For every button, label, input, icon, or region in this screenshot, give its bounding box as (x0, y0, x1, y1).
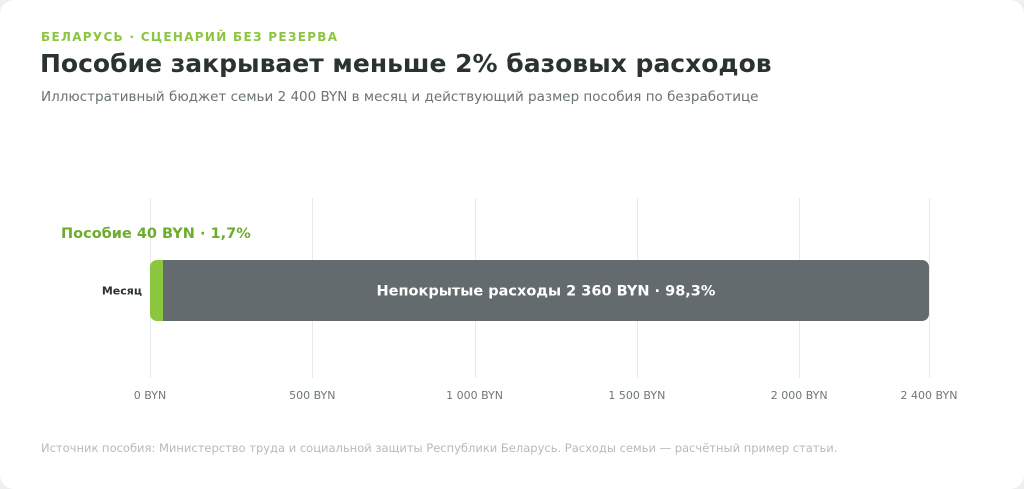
chart-title: Пособие закрывает меньше 2% базовых расх… (40, 49, 772, 78)
uncovered-bar (162, 260, 929, 321)
benefit-data-label: Пособие 40 BYN · 1,7% (61, 226, 251, 242)
bars (150, 260, 929, 321)
x-tick-label: 500 BYN (289, 389, 335, 402)
x-tick-label: 1 500 BYN (608, 389, 665, 402)
annotations: Пособие 40 BYN · 1,7% Непокрытые расходы … (61, 226, 716, 300)
chart-subtitle: Иллюстративный бюджет семьи 2 400 BYN в … (41, 89, 759, 105)
source-note: Источник пособия: Министерство труда и с… (41, 441, 838, 455)
x-tick-label: 0 BYN (134, 389, 166, 402)
uncovered-data-label: Непокрытые расходы 2 360 BYN · 98,3% (377, 284, 716, 300)
x-tick-label: 1 000 BYN (446, 389, 503, 402)
category-labels: Месяц (102, 285, 142, 298)
x-tick-label: 2 000 BYN (771, 389, 828, 402)
category-label: Месяц (102, 285, 142, 298)
x-tick-label: 2 400 BYN (901, 389, 958, 402)
benefit-bar (150, 260, 163, 321)
x-axis-ticks: 0 BYN 500 BYN 1 000 BYN 1 500 BYN 2 000 BYN 2… (134, 389, 958, 402)
eyebrow-label: БЕЛАРУСЬ · СЦЕНАРИЙ БЕЗ РЕЗЕРВА (41, 30, 339, 44)
